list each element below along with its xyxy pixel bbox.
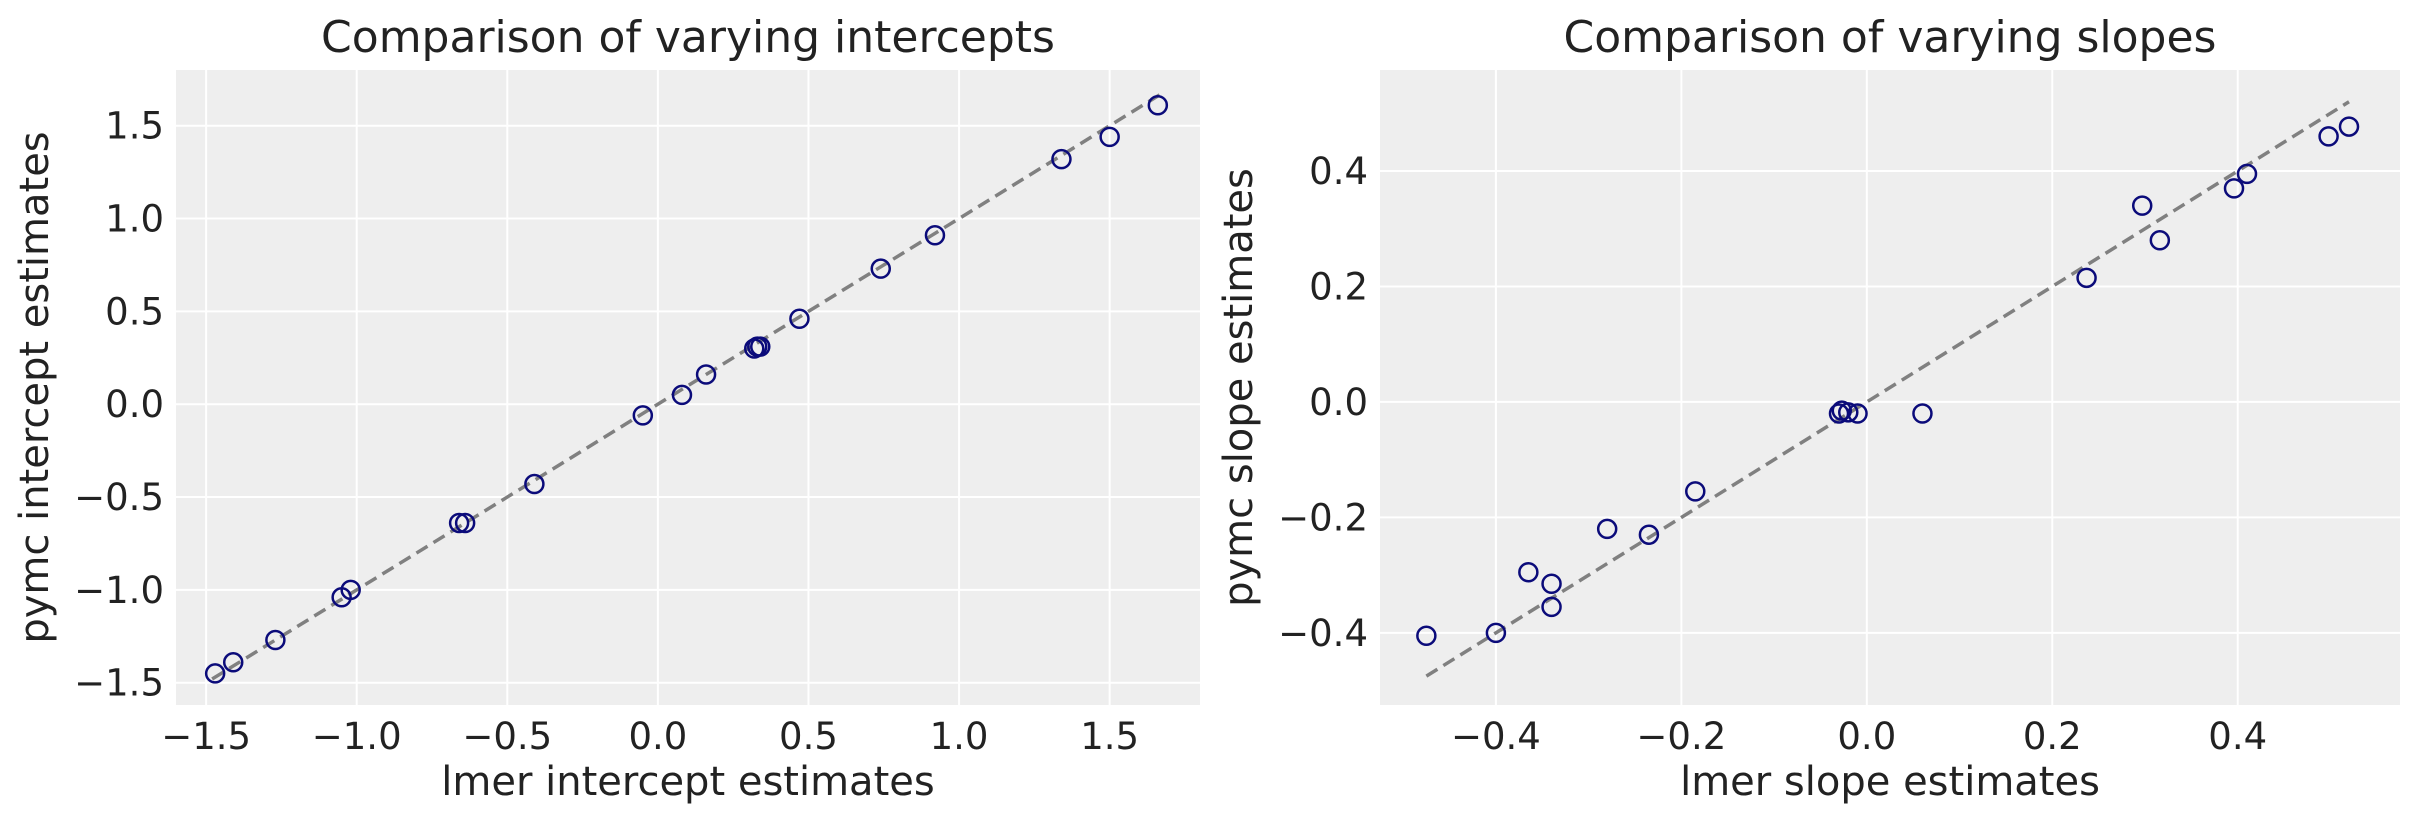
intercepts-data-point (448, 512, 470, 534)
intercepts-data-point (750, 336, 771, 357)
slopes-data-point (2076, 267, 2097, 289)
intercepts-data-point (454, 512, 476, 534)
slopes-reference-line (1425, 100, 2350, 678)
intercepts-data-point (695, 364, 717, 385)
slopes-data-point (1541, 573, 1562, 595)
intercepts-y-tick-label: 0.5 (105, 290, 164, 333)
intercepts-data-point (222, 652, 244, 673)
slopes-y-tick-label: −0.4 (1278, 612, 1368, 655)
slopes-x-tick-label: −0.4 (1451, 715, 1541, 758)
slopes-data-point (2223, 178, 2245, 199)
intercepts-y-axis-label: pymc intercept estimates (12, 131, 58, 643)
slopes-y-tick-label: 0.4 (1309, 150, 1368, 193)
intercepts-x-tick-label: 1.5 (1080, 715, 1139, 758)
slopes-data-point (2149, 230, 2171, 251)
intercepts-x-axis-label: lmer intercept estimates (441, 759, 934, 805)
slopes-data-point (2131, 195, 2153, 216)
slopes-chart-title: Comparison of varying slopes (1564, 12, 2217, 63)
slopes-data-point (1838, 402, 1859, 423)
slopes-data-point (1847, 403, 1868, 424)
intercepts-x-tick-label: −0.5 (462, 715, 552, 758)
intercepts-y-tick-label: 0.0 (105, 383, 164, 426)
intercepts-data-point (870, 258, 892, 279)
slopes-y-tick-label: 0.2 (1309, 265, 1368, 308)
intercepts-data-point (1051, 148, 1072, 170)
intercepts-panel: −1.5 −1.0 −0.5 0.0 0.5 1.0 1.5 −1.5 −1.0 −0.5 0.0 0… (12, 12, 1200, 805)
slopes-data-point (1485, 622, 1507, 644)
intercepts-data-point (789, 308, 810, 330)
slopes-x-tick-label: 0.2 (2023, 715, 2082, 758)
intercepts-y-tick-label: −1.0 (74, 569, 164, 612)
slopes-y-tick-label: −0.2 (1278, 496, 1368, 539)
slopes-data-point (2318, 126, 2339, 147)
intercepts-chart-title: Comparison of varying intercepts (321, 12, 1055, 63)
slopes-x-tick-label: 0.0 (1837, 715, 1896, 758)
intercepts-data-point (204, 663, 226, 684)
intercepts-data-point (924, 224, 946, 246)
intercepts-data-point (524, 473, 545, 495)
intercepts-x-tick-label: −1.0 (312, 715, 402, 758)
intercepts-y-tick-label: −1.5 (74, 662, 164, 705)
intercepts-data-point (671, 384, 693, 406)
intercepts-x-tick-label: −1.5 (161, 715, 251, 758)
intercepts-data-point (1147, 95, 1169, 116)
intercepts-y-tick-label: 1.5 (105, 105, 164, 148)
slopes-data-point (1685, 481, 1706, 502)
slopes-x-tick-label: −0.2 (1636, 715, 1726, 758)
slopes-panel: −0.4 −0.2 0.0 0.2 0.4 −0.4 −0.2 0.0 0.2 0.4 Compar… (1216, 12, 2400, 805)
slopes-data-point (2236, 163, 2258, 185)
intercepts-y-tick-label: −0.5 (74, 476, 164, 519)
slopes-data-point (1912, 403, 1933, 424)
intercepts-x-tick-label: 0.5 (779, 715, 838, 758)
slopes-data-point (1518, 561, 1539, 583)
slopes-y-tick-label: 0.0 (1309, 381, 1368, 424)
slopes-data-point (1416, 625, 1437, 646)
slopes-x-tick-label: 0.4 (2208, 715, 2267, 758)
intercepts-x-tick-label: 1.0 (930, 715, 989, 758)
intercepts-data-point (1099, 126, 1120, 148)
slopes-data-point (2338, 116, 2360, 137)
slopes-data-point (1596, 518, 1618, 540)
slopes-x-axis-label: lmer slope estimates (1680, 759, 2100, 805)
intercepts-reference-line (211, 92, 1162, 681)
intercepts-y-tick-label: 1.0 (105, 198, 164, 241)
slopes-data-point (1541, 596, 1562, 618)
intercepts-data-point (265, 629, 286, 651)
slopes-y-axis-label: pymc slope estimates (1216, 168, 1262, 607)
intercepts-data-point (632, 405, 654, 426)
intercepts-x-tick-label: 0.0 (628, 715, 687, 758)
intercepts-data-point (340, 579, 361, 601)
slopes-data-point (1638, 524, 1660, 545)
